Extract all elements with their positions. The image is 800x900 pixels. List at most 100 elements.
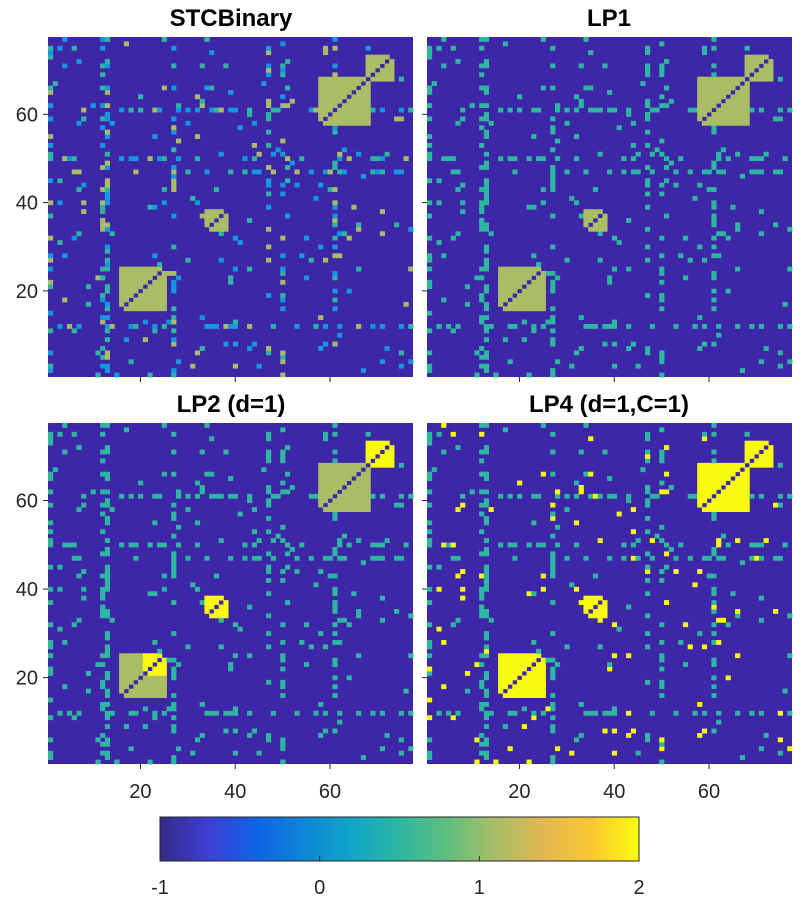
heatmap-cell <box>285 542 291 548</box>
heatmap-cell <box>517 301 523 307</box>
heatmap-cell <box>483 116 490 122</box>
heatmap-cell <box>161 471 167 477</box>
heatmap-cell <box>266 485 272 490</box>
heatmap-cell <box>540 573 546 579</box>
heatmap-cell <box>573 134 580 139</box>
heatmap-cell <box>659 72 665 78</box>
heatmap-cell <box>483 165 490 170</box>
heatmap-cell <box>645 182 651 188</box>
heatmap-cell <box>223 63 229 69</box>
heatmap-cell <box>161 297 167 303</box>
heatmap-cell <box>450 169 456 175</box>
heatmap-cell <box>697 493 703 499</box>
heatmap-cell <box>152 657 158 663</box>
heatmap-cell <box>664 165 670 170</box>
heatmap-cell <box>550 693 556 698</box>
heatmap-cell <box>351 107 357 113</box>
heatmap-cell <box>488 120 494 126</box>
heatmap-cell <box>346 467 352 473</box>
heatmap-cell <box>540 675 546 681</box>
heatmap-cell <box>521 293 527 298</box>
heatmap-cell <box>100 458 106 464</box>
heatmap-cell <box>375 445 381 450</box>
heatmap-cell <box>104 354 111 360</box>
heatmap-cell <box>550 337 556 343</box>
heatmap-cell <box>337 85 343 91</box>
heatmap-cell <box>351 467 357 473</box>
heatmap-cell <box>346 81 352 86</box>
heatmap-cell <box>85 671 92 676</box>
heatmap-cell <box>502 662 508 667</box>
heatmap-cell <box>104 368 111 373</box>
heatmap-cell <box>351 94 357 100</box>
heatmap-cell <box>526 671 532 676</box>
heatmap-cell <box>346 235 352 241</box>
heatmap-cell <box>171 288 177 294</box>
heatmap-cell <box>521 279 527 285</box>
heatmap-cell <box>521 275 527 281</box>
heatmap-cell <box>659 266 665 272</box>
heatmap-cell <box>365 59 371 64</box>
heatmap-cell <box>213 187 220 192</box>
heatmap-cell <box>777 710 783 716</box>
heatmap-cell <box>57 431 63 437</box>
heatmap-cell <box>427 54 433 60</box>
heatmap-cell <box>251 529 257 535</box>
heatmap-cell <box>119 653 125 659</box>
heatmap-cell <box>375 449 381 455</box>
heatmap-cell <box>398 76 404 82</box>
heatmap-cell <box>758 54 764 60</box>
heatmap-cell <box>161 679 167 685</box>
heatmap-cell <box>228 662 234 667</box>
heatmap-cell <box>711 253 717 259</box>
heatmap-cell <box>564 120 570 126</box>
heatmap-cell <box>100 511 106 517</box>
heatmap-cell <box>427 520 433 526</box>
heatmap-cell <box>218 107 224 113</box>
heatmap-cell <box>540 279 546 285</box>
heatmap-cell <box>266 129 272 135</box>
heatmap-cell <box>379 458 385 464</box>
heatmap-cell <box>232 622 239 628</box>
heatmap-cell <box>104 449 111 455</box>
heatmap-cell <box>626 710 632 716</box>
heatmap-cell <box>479 702 485 707</box>
heatmap-cell <box>626 266 632 272</box>
heatmap-cell <box>531 204 537 210</box>
heatmap-cell <box>521 319 527 325</box>
heatmap-cell <box>711 728 717 734</box>
heatmap-cell <box>554 489 561 495</box>
heatmap-cell <box>190 195 196 201</box>
heatmap-cell <box>517 684 523 690</box>
heatmap-cell <box>100 551 106 557</box>
heatmap-cell <box>507 671 513 676</box>
heatmap-cell <box>749 542 755 548</box>
heatmap-cell <box>483 301 490 307</box>
heatmap-cell <box>711 94 717 100</box>
heatmap-cell <box>119 662 125 667</box>
heatmap-cell <box>502 724 508 729</box>
heatmap-cell <box>483 363 490 369</box>
heatmap-cell <box>711 551 717 557</box>
heatmap-cell <box>147 284 153 290</box>
heatmap-cell <box>744 63 750 69</box>
heatmap-cell <box>512 266 518 272</box>
heatmap-cell <box>711 476 717 481</box>
heatmap-cell <box>507 107 513 113</box>
heatmap-cell <box>483 328 490 334</box>
heatmap-cell <box>758 445 764 450</box>
heatmap-cell <box>550 724 556 729</box>
heatmap-cell <box>109 324 115 329</box>
heatmap-cell <box>157 279 163 285</box>
heatmap-cell <box>664 103 670 109</box>
heatmap-cell <box>701 467 708 473</box>
heatmap-cell <box>483 59 490 64</box>
heatmap-cell <box>48 50 54 56</box>
heatmap-cell <box>427 45 433 51</box>
heatmap-cell <box>540 156 546 162</box>
heatmap-cell <box>318 733 324 738</box>
heatmap-cell <box>531 640 537 645</box>
heatmap-cell <box>100 591 106 597</box>
heatmap-cell <box>123 684 129 690</box>
heatmap-cell <box>100 489 106 495</box>
